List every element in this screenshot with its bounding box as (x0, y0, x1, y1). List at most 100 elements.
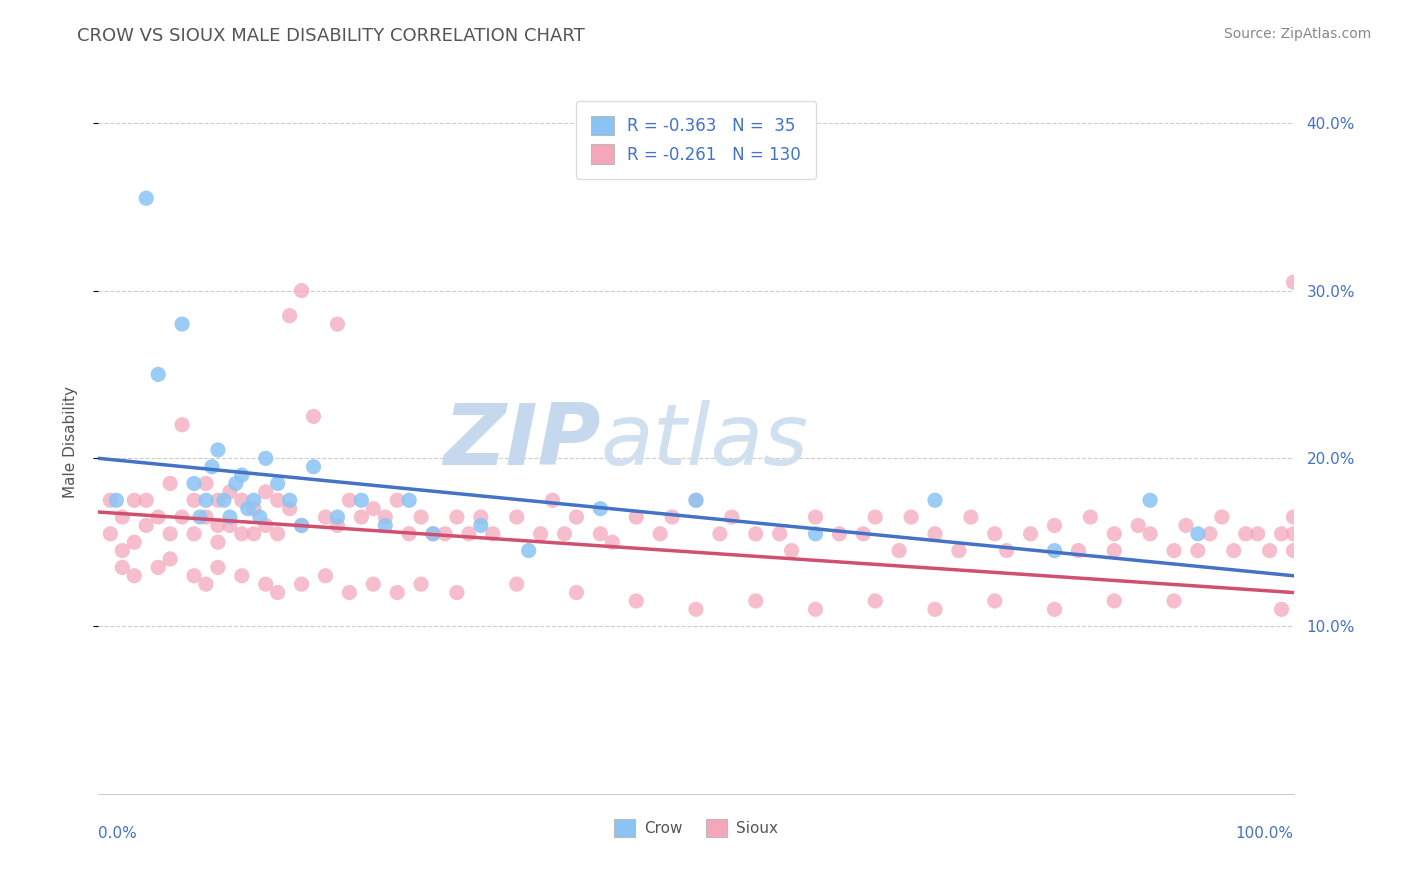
Point (924, 493, 946, 508)
Point (326, 317, 349, 331)
Point (1282, 526, 1305, 541)
Point (188, 510, 211, 524)
Point (135, 518, 157, 533)
Point (411, 510, 433, 524)
Point (458, 526, 481, 541)
Text: CROW VS SIOUX MALE DISABILITY CORRELATION CHART: CROW VS SIOUX MALE DISABILITY CORRELATIO… (77, 27, 585, 45)
Point (1104, 526, 1126, 541)
Point (745, 594, 768, 608)
Point (1247, 526, 1270, 541)
Point (207, 518, 229, 533)
Point (589, 501, 612, 516)
Point (960, 510, 983, 524)
Point (172, 510, 194, 524)
Text: 100.0%: 100.0% (1236, 826, 1294, 840)
Point (1271, 526, 1294, 541)
Point (1282, 543, 1305, 558)
Point (98, 493, 122, 508)
Point (852, 526, 875, 541)
Point (302, 409, 325, 424)
Point (565, 510, 588, 524)
Point (291, 518, 314, 533)
Point (159, 476, 181, 491)
Point (385, 493, 409, 508)
Point (183, 476, 205, 491)
Point (374, 518, 396, 533)
Point (254, 577, 277, 591)
Point (195, 476, 218, 491)
Point (243, 493, 266, 508)
Point (804, 602, 827, 616)
Point (159, 526, 181, 541)
Point (648, 526, 672, 541)
Point (1282, 275, 1305, 289)
Point (278, 309, 301, 323)
Point (398, 493, 420, 508)
Text: 0.0%: 0.0% (98, 826, 138, 840)
Point (231, 568, 253, 582)
Point (685, 493, 707, 508)
Point (111, 543, 134, 558)
Point (446, 585, 468, 599)
Point (398, 526, 420, 541)
Point (207, 560, 229, 574)
Point (422, 526, 444, 541)
Point (1271, 602, 1294, 616)
Point (183, 568, 205, 582)
Point (865, 594, 887, 608)
Point (470, 518, 492, 533)
Point (243, 501, 266, 516)
Point (1080, 510, 1102, 524)
Point (350, 510, 373, 524)
Point (506, 577, 529, 591)
Point (385, 585, 409, 599)
Point (1211, 510, 1233, 524)
Point (374, 510, 396, 524)
Point (984, 594, 1007, 608)
Point (124, 568, 146, 582)
Point (267, 585, 290, 599)
Point (254, 451, 277, 466)
Point (183, 526, 205, 541)
Point (721, 510, 744, 524)
Point (900, 510, 922, 524)
Point (1043, 543, 1066, 558)
Point (709, 526, 731, 541)
Point (148, 368, 170, 382)
Point (254, 518, 277, 533)
Point (889, 543, 911, 558)
Point (1019, 526, 1042, 541)
Point (780, 543, 803, 558)
Point (195, 577, 218, 591)
Point (434, 526, 457, 541)
Point (1139, 493, 1161, 508)
Point (236, 501, 259, 516)
Point (124, 493, 146, 508)
Point (339, 585, 361, 599)
Point (828, 526, 851, 541)
Point (1187, 543, 1209, 558)
Point (1234, 526, 1257, 541)
Point (865, 510, 887, 524)
Point (291, 518, 314, 533)
Point (207, 493, 229, 508)
Point (231, 493, 253, 508)
Point (212, 493, 235, 508)
Point (350, 493, 373, 508)
Point (219, 510, 242, 524)
Point (924, 602, 946, 616)
Point (1043, 518, 1066, 533)
Point (1223, 543, 1246, 558)
Point (626, 510, 648, 524)
Point (172, 417, 194, 432)
Point (231, 526, 253, 541)
Point (315, 568, 337, 582)
Point (948, 543, 970, 558)
Point (411, 577, 433, 591)
Point (219, 518, 242, 533)
Point (1199, 526, 1222, 541)
Point (984, 526, 1007, 541)
Point (530, 526, 553, 541)
Point (804, 510, 827, 524)
Point (183, 493, 205, 508)
